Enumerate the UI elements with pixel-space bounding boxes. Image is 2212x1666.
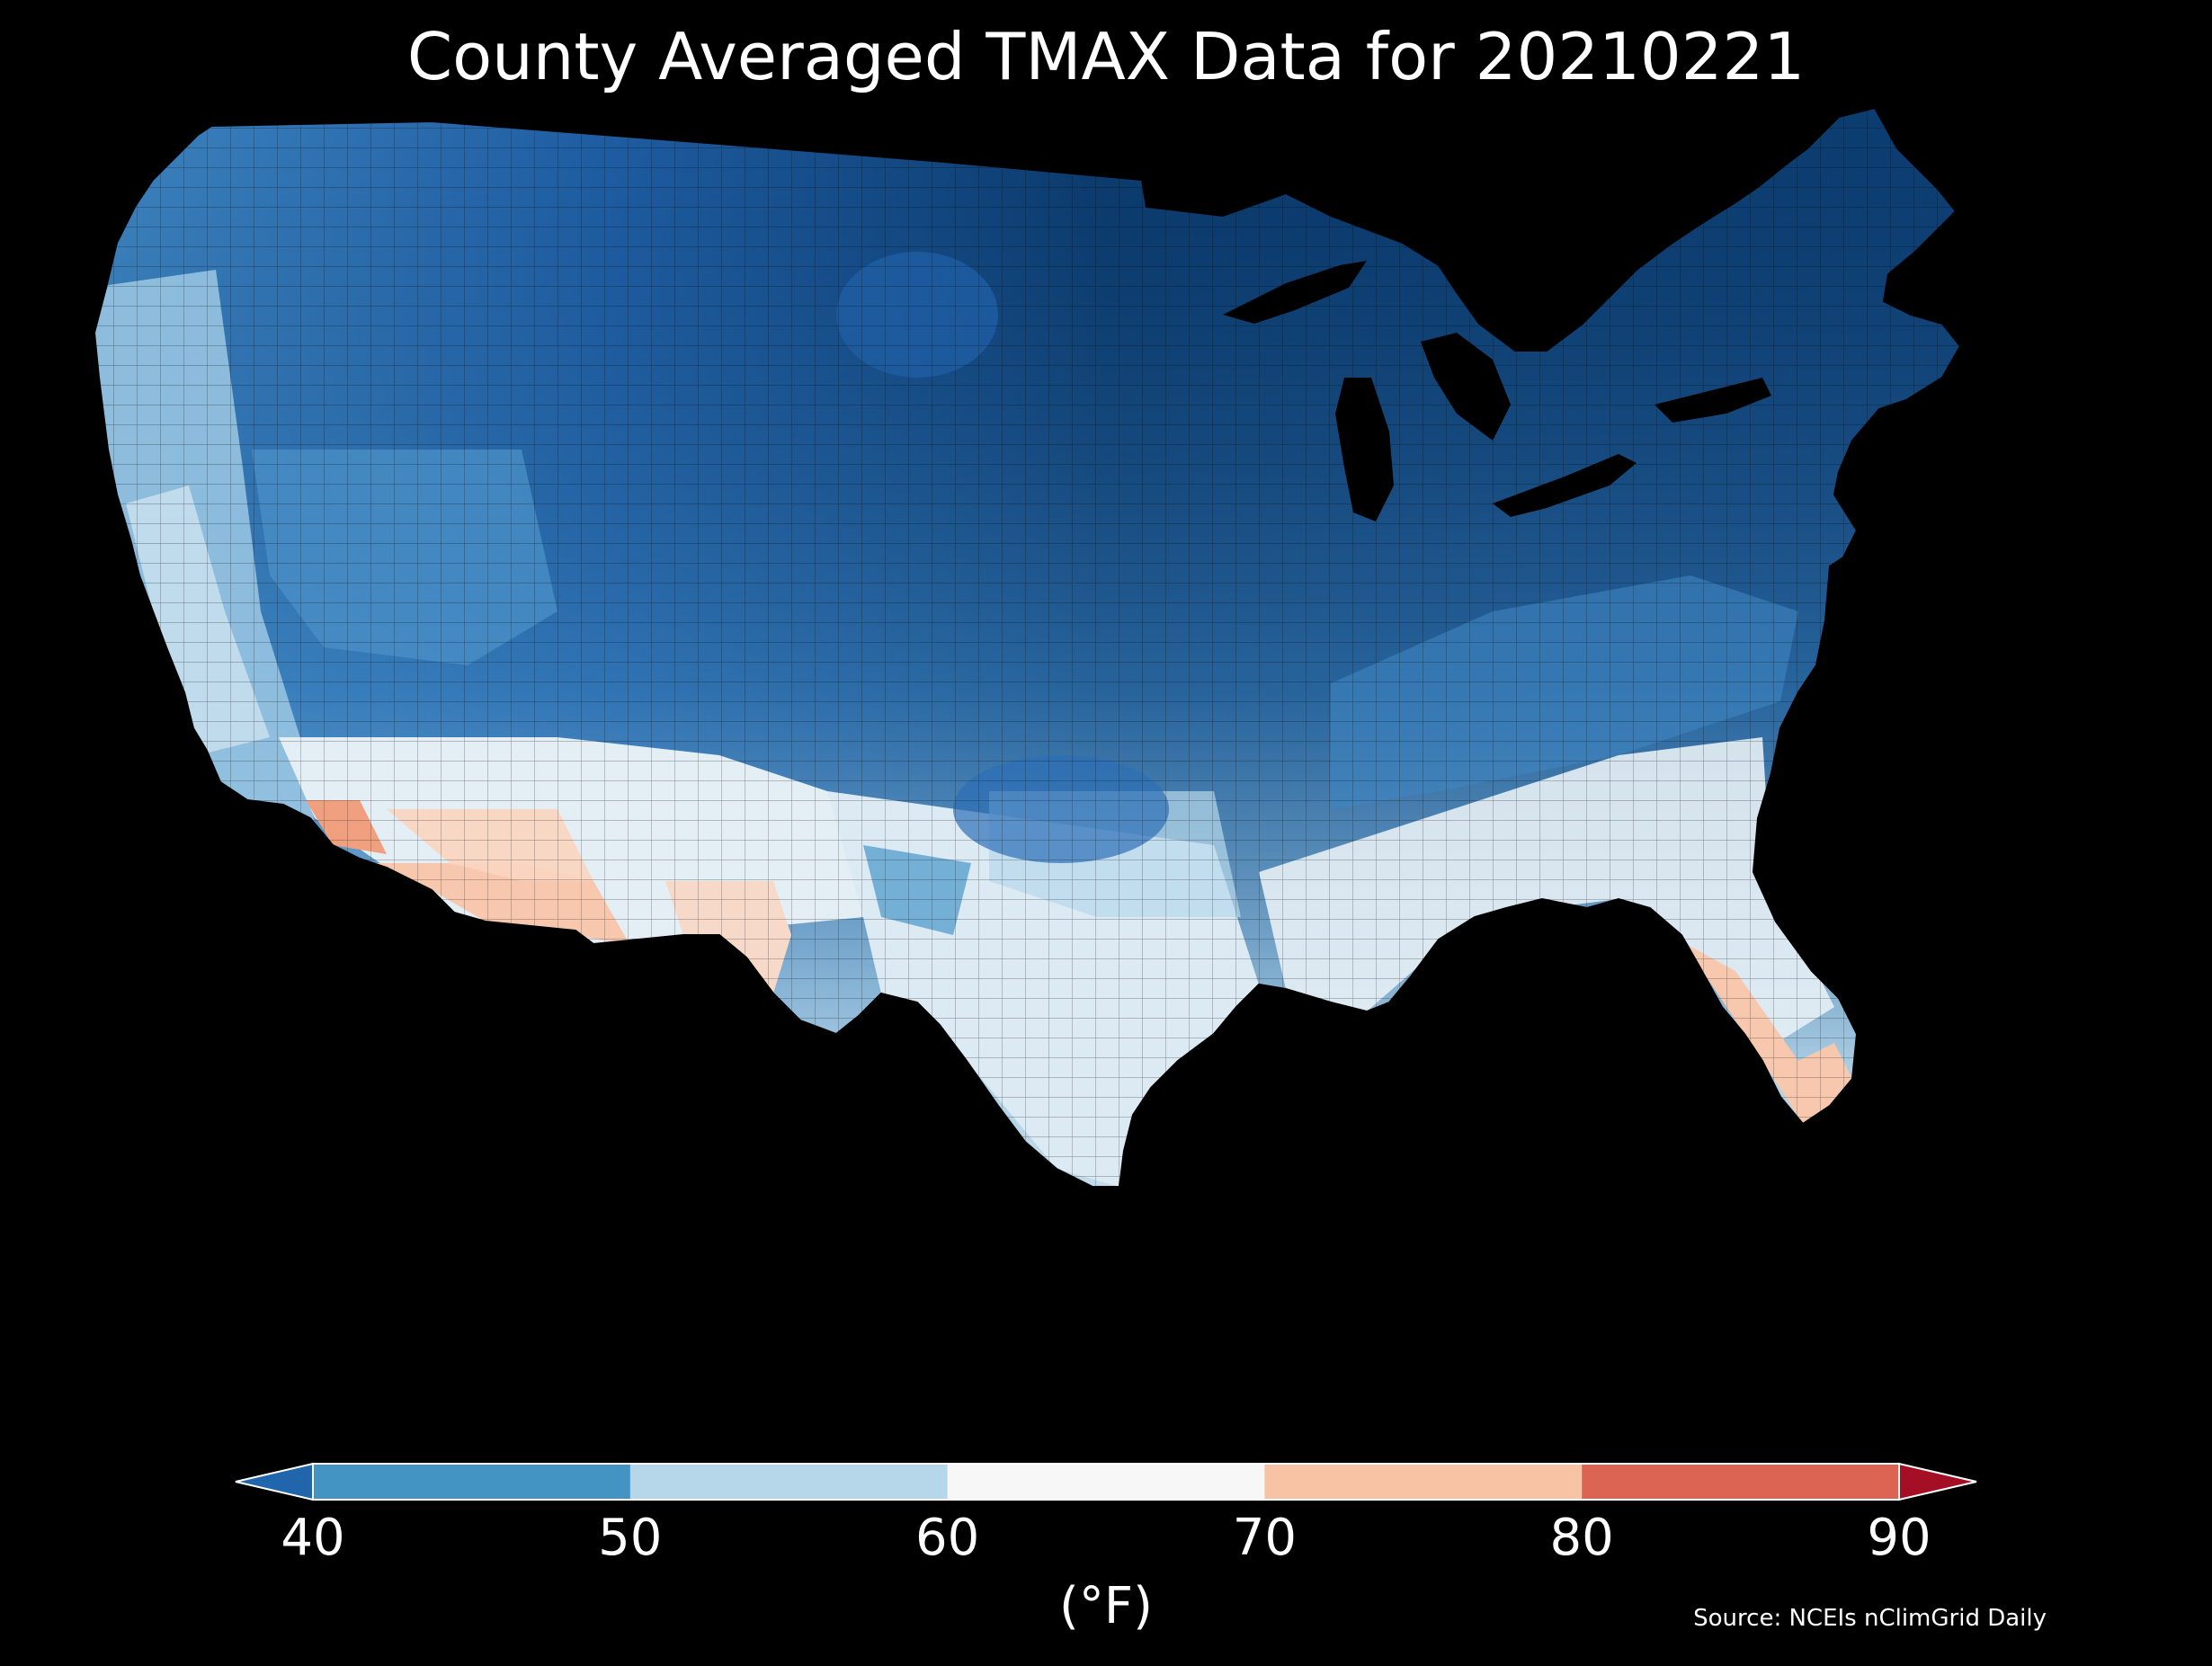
colorbar-bin xyxy=(947,1464,1265,1500)
colorbar-tick-label: 60 xyxy=(914,1509,980,1567)
colorbar-frame xyxy=(312,1463,1900,1501)
colorbar-tick-label: 70 xyxy=(1232,1509,1298,1567)
colorbar-bin xyxy=(313,1464,631,1500)
colorbar-tick-label: 90 xyxy=(1867,1509,1931,1567)
colorbar-extend-high xyxy=(1898,1462,1977,1501)
colorbar-extend-low xyxy=(235,1462,314,1501)
source-credit: Source: NCEIs nClimGrid Daily xyxy=(1693,1605,2047,1632)
colorbar-unit-label: (°F) xyxy=(1059,1577,1153,1635)
colorbar-tick-label: 40 xyxy=(281,1509,345,1567)
us-county-map xyxy=(90,108,2122,1403)
colorbar-bins xyxy=(313,1464,1900,1500)
us-outline xyxy=(93,108,1962,1188)
great-lakes xyxy=(1223,261,1771,521)
map-svg xyxy=(93,108,1962,1188)
colorbar-bin xyxy=(1582,1464,1900,1500)
colorbar-tick-label: 50 xyxy=(598,1509,663,1567)
colorbar-bin xyxy=(1264,1464,1583,1500)
colorbar xyxy=(235,1462,1977,1501)
map-title: County Averaged TMAX Data for 20210221 xyxy=(406,19,1806,94)
map-fill-layer xyxy=(94,108,1960,1187)
colorbar-bin xyxy=(629,1464,949,1500)
colorbar-tick-labels: 40 50 60 70 80 90 xyxy=(0,1507,2212,1570)
colorbar-tick-label: 80 xyxy=(1549,1509,1614,1567)
